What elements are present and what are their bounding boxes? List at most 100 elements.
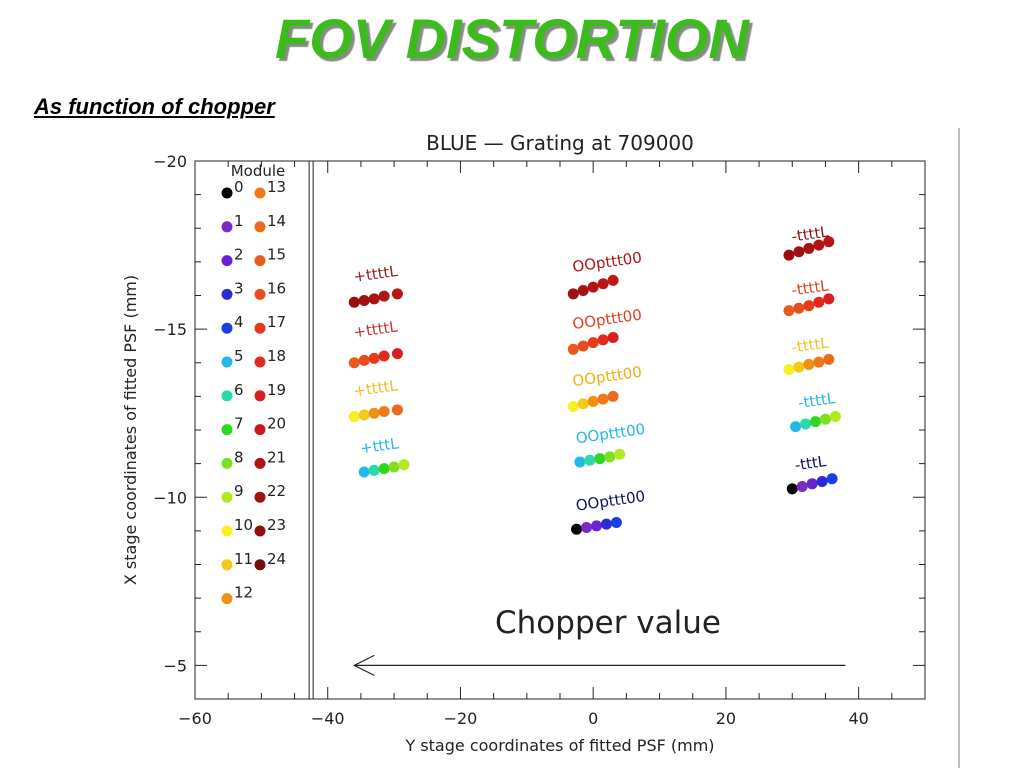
data-point	[813, 239, 825, 251]
legend-label: 0	[234, 178, 244, 196]
x-tick-label: 40	[848, 709, 868, 728]
legend-entry: 2	[221, 246, 244, 267]
group-label: -ttttL	[790, 223, 830, 246]
legend-label: 24	[267, 550, 286, 568]
group-label: +ttttL	[352, 317, 399, 341]
legend-marker	[221, 525, 233, 537]
data-point	[829, 411, 841, 423]
slide-subtitle: As function of chopper	[34, 94, 275, 119]
legend-entry: 19	[254, 381, 286, 402]
data-group: OOpttt00	[567, 248, 643, 300]
legend-label: 7	[234, 415, 244, 433]
legend-label: 15	[267, 246, 286, 264]
data-group: -ttttL	[783, 223, 835, 261]
legend-entry: 10	[221, 516, 253, 537]
data-point	[567, 343, 579, 355]
data-point	[368, 352, 380, 364]
x-tick-label: −20	[444, 709, 478, 728]
data-point	[388, 461, 400, 473]
y-axis-label: X stage coordinates of fitted PSF (mm)	[121, 275, 140, 585]
legend-entry: 23	[254, 516, 286, 537]
data-point	[793, 361, 805, 373]
legend-marker	[221, 390, 233, 402]
data-point	[368, 293, 380, 305]
data-point	[577, 284, 589, 296]
group-label: -ttttL	[790, 276, 830, 299]
y-tick-label: −10	[153, 488, 187, 507]
data-point	[816, 475, 828, 487]
data-point	[823, 353, 835, 365]
data-point	[398, 459, 410, 471]
legend-entry: 4	[221, 313, 244, 334]
legend-entry: 3	[221, 279, 244, 300]
data-group: -ttttL	[783, 334, 835, 375]
group-label: OOpttt00	[571, 248, 643, 276]
data-point	[793, 246, 805, 258]
data-point	[810, 416, 821, 428]
legend-label: 5	[234, 347, 244, 365]
legend-entry: 8	[221, 448, 244, 469]
data-group: +ttttL	[348, 262, 403, 308]
y-tick-label: −20	[153, 152, 187, 171]
data-point	[614, 448, 626, 460]
legend-entry: 12	[221, 584, 253, 605]
legend-label: 10	[234, 516, 253, 534]
legend-marker	[254, 424, 266, 436]
data-point	[577, 340, 589, 352]
data-point	[823, 293, 835, 305]
legend-entry: 20	[254, 415, 286, 436]
legend-label: 18	[267, 347, 286, 365]
legend-label: 6	[234, 381, 244, 399]
data-point	[378, 406, 390, 418]
group-label: -ttttL	[797, 389, 837, 412]
data-group: OOpttt00	[567, 363, 643, 412]
data-point	[783, 363, 795, 375]
legend-label: 3	[234, 279, 244, 297]
legend-marker	[254, 559, 266, 571]
data-point	[597, 393, 609, 405]
legend-marker	[254, 288, 266, 300]
data-point	[793, 302, 805, 314]
data-point	[826, 473, 838, 485]
legend-label: 23	[267, 516, 286, 534]
legend-marker	[221, 356, 233, 368]
y-tick-label: −5	[163, 656, 187, 675]
data-group: -ttttL	[783, 276, 835, 317]
data-point	[591, 520, 602, 532]
data-point	[783, 249, 795, 261]
data-point	[571, 523, 583, 535]
legend-marker	[254, 525, 266, 537]
data-groups: +ttttL +ttttL +ttttL +tttL OOpttt00 OOpttt00 O…	[348, 223, 841, 535]
slide-title: FOV DISTORTION	[275, 7, 749, 70]
data-point	[378, 350, 390, 362]
data-group: -tttL	[786, 452, 838, 495]
data-point	[594, 453, 606, 465]
legend-entry: 7	[221, 415, 244, 436]
legend-entry: 15	[254, 246, 286, 267]
legend-entry: 6	[221, 381, 244, 402]
legend-entry: 5	[221, 347, 244, 368]
data-point	[567, 400, 579, 412]
legend-marker	[254, 187, 266, 199]
legend-label: 19	[267, 381, 286, 399]
slide-divider	[958, 128, 960, 768]
data-point	[783, 305, 795, 317]
legend-label: 12	[234, 584, 253, 602]
data-point	[368, 407, 380, 419]
x-tick-label: −40	[311, 709, 345, 728]
group-label: OOpttt00	[575, 420, 647, 448]
group-label: +ttttL	[352, 262, 399, 286]
legend-label: 22	[267, 482, 286, 500]
legend: Module0123456789101112131415161718192021…	[221, 162, 286, 605]
legend-marker	[254, 457, 266, 469]
legend-marker	[221, 559, 233, 571]
legend-label: 20	[267, 415, 286, 433]
data-point	[358, 295, 370, 307]
chart-title: BLUE — Grating at 709000	[426, 131, 694, 155]
legend-entry: 24	[254, 550, 286, 571]
legend-marker	[221, 424, 233, 436]
data-point	[358, 409, 370, 421]
x-tick-label: 20	[716, 709, 736, 728]
legend-marker	[221, 593, 233, 605]
